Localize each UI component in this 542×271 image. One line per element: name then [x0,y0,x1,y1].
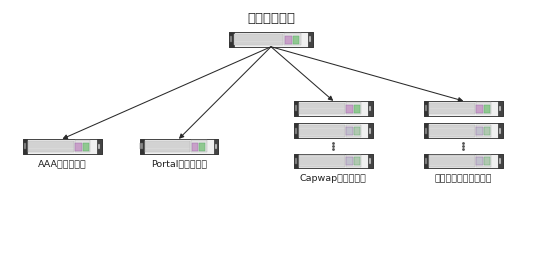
Bar [199,143,205,151]
Bar [284,33,301,45]
Bar [499,101,503,116]
Bar [369,128,371,134]
Bar [484,127,490,136]
Bar [499,106,501,111]
Bar [299,125,345,137]
Bar [294,124,298,138]
Bar [475,125,491,137]
Bar [345,155,361,167]
Bar [476,127,483,136]
Bar [24,143,26,149]
Bar [369,158,371,164]
Bar [354,157,360,166]
Bar [295,105,297,111]
Bar [476,157,483,166]
Bar [425,158,427,164]
Bar [424,101,428,116]
Bar [140,143,143,149]
Bar [499,154,503,169]
Bar [424,154,503,169]
Bar [346,157,353,166]
Bar [294,124,373,138]
Bar [424,124,503,138]
Bar [192,143,198,151]
Text: 负载均衡设备: 负载均衡设备 [247,12,295,25]
Bar [369,124,373,138]
Bar [83,143,89,151]
Bar [369,154,373,169]
Bar [475,155,491,167]
Text: Capwap数据处理板: Capwap数据处理板 [300,175,367,183]
Bar [424,124,428,138]
Bar [98,144,100,149]
Bar [23,139,27,154]
Bar [308,32,313,47]
Bar [145,141,190,152]
Bar [75,143,82,151]
Bar [229,32,234,47]
Bar [476,105,483,113]
Bar [140,139,218,154]
Bar [499,158,501,164]
Bar [424,101,503,116]
Bar [294,154,373,169]
Bar [354,127,360,136]
Bar [484,157,490,166]
Bar [294,101,298,116]
Bar [285,36,292,44]
Bar [346,127,353,136]
Bar [369,106,371,111]
Bar [293,36,299,44]
Bar [191,140,207,152]
Bar [229,32,313,47]
Bar [429,103,475,114]
Bar [23,139,102,154]
Bar [28,141,74,152]
Bar [98,139,102,154]
Bar [424,154,428,169]
Bar [345,102,361,114]
Bar [74,140,90,152]
Bar [429,125,475,137]
Bar [346,105,353,113]
Bar [499,124,503,138]
Bar [214,139,218,154]
Bar [230,36,232,42]
Bar [299,103,345,114]
Bar [425,105,427,111]
Bar [299,155,345,167]
Bar [484,105,490,113]
Bar [215,144,217,149]
Bar [294,101,373,116]
Text: AAA数据处理板: AAA数据处理板 [38,160,87,169]
Bar [345,125,361,137]
Bar [369,101,373,116]
Bar [140,139,144,154]
Bar [354,105,360,113]
Text: Portal数据处理板: Portal数据处理板 [151,160,207,169]
Bar [425,128,427,134]
Bar [294,154,298,169]
Bar [475,102,491,114]
Bar [295,158,297,164]
Bar [309,37,312,42]
Bar [499,128,501,134]
Bar [295,128,297,134]
Bar [235,34,283,45]
Text: 上联口业务数据处理板: 上联口业务数据处理板 [435,175,492,183]
Bar [429,155,475,167]
